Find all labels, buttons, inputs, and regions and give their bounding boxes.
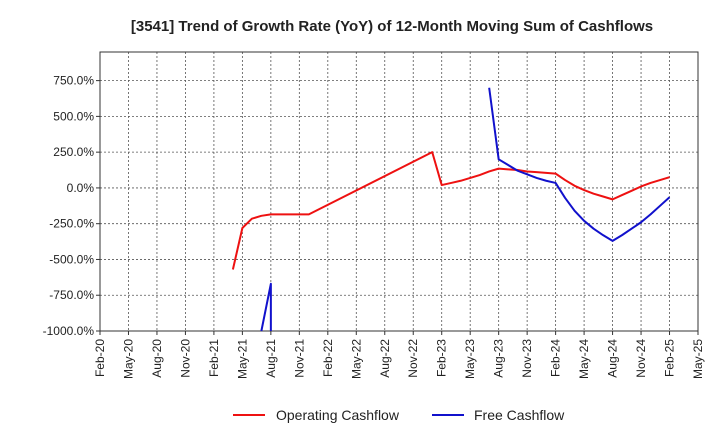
x-tick-label: May-25 [691,339,705,379]
x-tick-label: Feb-21 [207,339,221,377]
y-tick-label: -250.0% [49,217,94,231]
y-tick-label: 250.0% [53,145,94,159]
series-line-1 [488,87,671,242]
y-tick-label: -750.0% [49,288,94,302]
x-tick-label: Aug-22 [378,339,392,378]
grid-layer [100,52,698,331]
x-tick-label: Feb-20 [93,339,107,377]
plot-area-border [99,51,699,332]
x-tick-label: Nov-24 [634,339,648,378]
series-line-0 [231,151,670,270]
x-tick-label: Aug-24 [606,339,620,378]
x-tick-label: Nov-22 [406,339,420,378]
x-tick-label: Aug-20 [150,339,164,378]
y-tick-label: -500.0% [49,252,94,266]
x-tick-label: Nov-20 [178,339,192,378]
x-axis-ticks: Feb-20 May-20 Aug-20 Nov-20 Feb-21 May-21 Aug-… [93,331,705,379]
y-tick-label: 750.0% [53,74,94,88]
x-tick-label: Aug-21 [264,339,278,378]
x-tick-label: Feb-22 [321,339,335,377]
legend: Operating Cashflow Free Cashflow [233,407,565,423]
y-tick-label: 0.0% [67,181,95,195]
x-tick-label: Nov-23 [520,339,534,378]
x-tick-label: Nov-21 [292,339,306,378]
x-tick-label: Feb-25 [663,339,677,377]
chart-title: [3541] Trend of Growth Rate (YoY) of 12-… [131,18,653,35]
x-tick-label: May-23 [463,339,477,379]
x-tick-label: May-21 [235,339,249,379]
series-line-1 [260,282,272,332]
x-tick-label: May-20 [121,339,135,379]
x-tick-label: May-24 [577,339,591,379]
series-layer [231,87,671,332]
y-tick-label: 500.0% [53,109,94,123]
x-tick-label: Feb-24 [549,339,563,377]
x-tick-label: May-22 [349,339,363,379]
y-axis-ticks: 750.0% 500.0% 250.0% 0.0% -250.0% -500.0% -750… [43,74,100,338]
legend-label-operating-cashflow: Operating Cashflow [276,407,400,423]
y-tick-label: -1000.0% [43,324,95,338]
x-tick-label: Feb-23 [435,339,449,377]
legend-label-free-cashflow: Free Cashflow [474,407,565,423]
x-tick-label: Aug-23 [492,339,506,378]
